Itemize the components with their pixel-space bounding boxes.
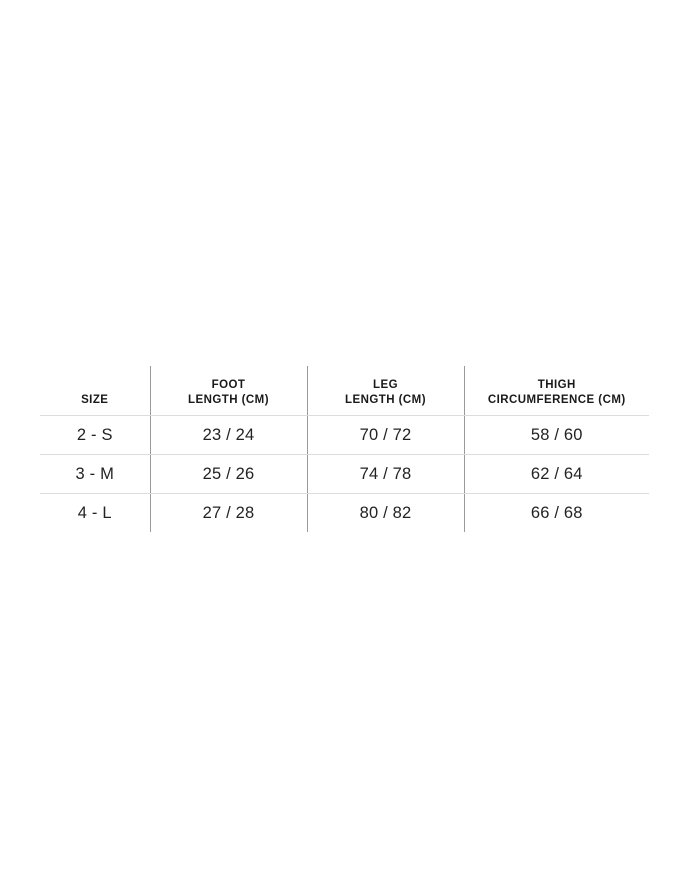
table-row: 2 - S 23 / 24 70 / 72 58 / 60 <box>40 415 649 455</box>
cell-leg-length: 70 / 72 <box>307 415 465 455</box>
column-header-leg-length-line2: LENGTH (CM) <box>345 394 426 406</box>
table-header-row: SIZE FOOT LENGTH (CM) LEG LENGTH (CM) TH… <box>40 366 649 416</box>
column-header-leg-length: LEG LENGTH (CM) <box>307 366 465 416</box>
table-body: 2 - S 23 / 24 70 / 72 58 / 60 3 - M 25 /… <box>40 415 649 532</box>
column-header-foot-length-line1: FOOT <box>211 379 246 391</box>
cell-thigh-circumference: 58 / 60 <box>464 415 649 455</box>
column-header-size-line1: SIZE <box>81 394 109 406</box>
cell-size: 4 - L <box>40 493 151 532</box>
cell-foot-length: 23 / 24 <box>150 415 308 455</box>
cell-size: 2 - S <box>40 415 151 455</box>
cell-thigh-circumference: 62 / 64 <box>464 454 649 494</box>
column-header-thigh-circumference-line1: THIGH <box>537 379 576 391</box>
cell-foot-length: 25 / 26 <box>150 454 308 494</box>
cell-leg-length: 80 / 82 <box>307 493 465 532</box>
size-chart: SIZE FOOT LENGTH (CM) LEG LENGTH (CM) TH… <box>40 366 649 532</box>
cell-foot-length: 27 / 28 <box>150 493 308 532</box>
cell-size: 3 - M <box>40 454 151 494</box>
column-header-leg-length-line1: LEG <box>373 379 398 391</box>
size-measurements-table: SIZE FOOT LENGTH (CM) LEG LENGTH (CM) TH… <box>40 366 649 532</box>
cell-leg-length: 74 / 78 <box>307 454 465 494</box>
table-row: 4 - L 27 / 28 80 / 82 66 / 68 <box>40 493 649 532</box>
table-row: 3 - M 25 / 26 74 / 78 62 / 64 <box>40 454 649 494</box>
column-header-thigh-circumference-line2: CIRCUMFERENCE (CM) <box>487 394 626 406</box>
column-header-thigh-circumference: THIGH CIRCUMFERENCE (CM) <box>464 366 649 416</box>
cell-thigh-circumference: 66 / 68 <box>530 503 583 522</box>
column-header-foot-length-line2: LENGTH (CM) <box>188 394 269 406</box>
table-header: SIZE FOOT LENGTH (CM) LEG LENGTH (CM) TH… <box>40 366 649 416</box>
column-header-foot-length: FOOT LENGTH (CM) <box>150 366 308 416</box>
column-header-size: SIZE <box>40 366 151 416</box>
